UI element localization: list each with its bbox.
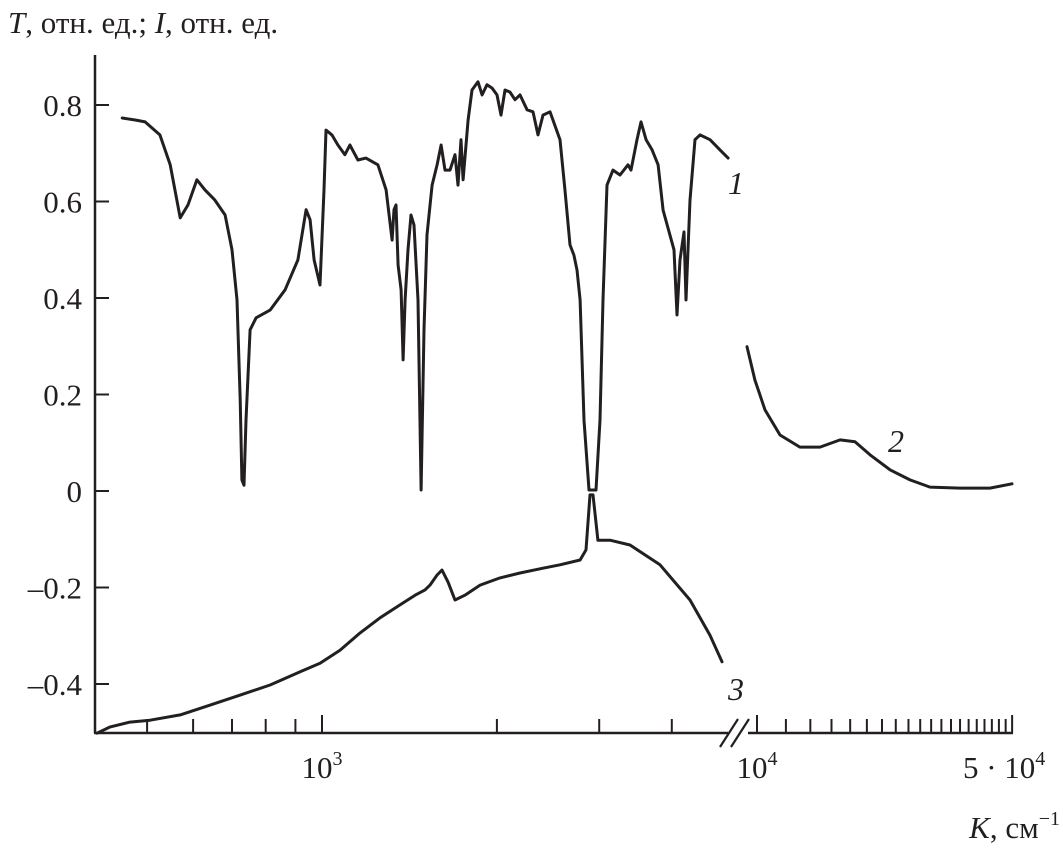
x-tick-label: 5 · 104 (963, 748, 1045, 785)
y-axis-unit-t: , отн. ед.; (25, 5, 154, 40)
y-axis-unit-i: , отн. ед. (165, 5, 278, 40)
x-tick-label: 104 (737, 748, 778, 785)
series-line-3 (95, 493, 724, 735)
x-tick-label-exponent: 4 (1035, 748, 1045, 770)
series-group (95, 80, 1014, 735)
x-tick-label-base: 10 (302, 750, 333, 785)
curve-label-1: 1 (728, 165, 744, 201)
y-tick-label: 0 (67, 474, 83, 509)
x-axis-unit: , см (990, 810, 1039, 845)
x-tick-label-base: 10 (737, 750, 768, 785)
series-line-1 (120, 80, 730, 492)
x-tick-label-exponent: 4 (768, 748, 778, 770)
y-tick-label: 0.2 (43, 378, 82, 413)
y-tick-label: 0.6 (43, 185, 82, 220)
x-axis-title: K, см−1 (968, 808, 1060, 845)
axes (93, 55, 1013, 748)
x-axis-unit-exponent: −1 (1039, 808, 1060, 830)
y-tick-label: 0.4 (43, 281, 82, 316)
y-axis-var-i: I (154, 5, 167, 40)
x-ticks: 103 104 5 · 104 (146, 715, 1045, 785)
y-axis-var-t: T (8, 5, 28, 40)
x-axis-var: K (968, 810, 992, 845)
y-tick-label: –0.2 (27, 571, 82, 606)
y-tick-label: 0.8 (43, 88, 82, 123)
series-line-2 (745, 345, 1014, 490)
curve-label-3: 3 (727, 671, 744, 707)
axis-break-mark (730, 718, 750, 748)
curve-label-2: 2 (888, 423, 904, 459)
y-ticks: 0.8 0.6 0.4 0.2 0 –0.2 –0.4 (27, 88, 109, 702)
x-tick-label-base: 5 · 10 (963, 750, 1035, 785)
axis-break-mark (719, 718, 739, 748)
y-axis-title: T, отн. ед.; I, отн. ед. (8, 5, 278, 40)
y-tick-label: –0.4 (27, 667, 83, 702)
x-tick-label-exponent: 3 (333, 748, 343, 770)
x-tick-label: 103 (302, 748, 343, 785)
